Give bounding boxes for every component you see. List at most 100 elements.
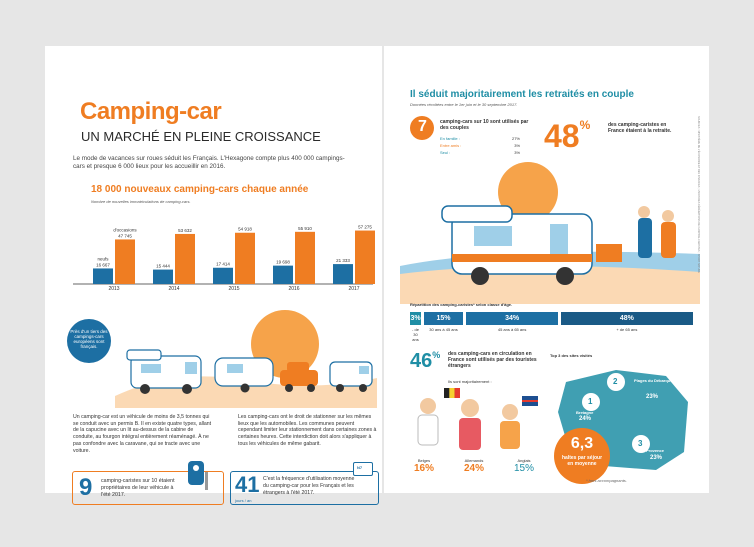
label-neufs: 17 414 [216, 262, 230, 267]
group-row: En famille : 27% [440, 136, 520, 141]
label-occasions: 55 910 [298, 226, 312, 231]
age-bars: 3% - de 30 ans 15% 30 ans à 45 ans 34% 45 ans… [410, 312, 693, 342]
site-rank-3: 3 [638, 439, 643, 448]
footnote: * hors accompagnants. [586, 478, 627, 483]
nation-value: 24% [463, 463, 484, 474]
data-dates: Données récoltées entre le 1er juin et l… [410, 102, 518, 107]
stat-owners-text: camping-caristes sur 10 étaient propriét… [101, 478, 175, 498]
mostly-label: Ils sont majoritairement : [448, 379, 492, 384]
paragraph-parking: Les camping-cars ont le droit de station… [238, 414, 377, 447]
nation-value: 15% [513, 463, 534, 474]
age-label: 30 ans à 45 ans [429, 327, 458, 332]
main-subtitle: UN MARCHÉ EN PLEINE CROISSANCE [81, 129, 321, 144]
label-occasions: 54 918 [238, 227, 252, 232]
group-label: Seul : [440, 150, 451, 155]
nation-anglais: Anglais 15% [504, 458, 544, 474]
site-name-3: Provence [646, 448, 665, 453]
group-label: Entre amis : [440, 143, 462, 148]
group-row: Entre amis : 3% [440, 143, 520, 148]
x-tick-label: 2014 [168, 286, 179, 292]
x-tick-label: 2015 [228, 286, 239, 292]
chart-title: 18 000 nouveaux camping-cars chaque anné… [91, 184, 309, 195]
couple-badge [410, 116, 434, 140]
stat-usage-unit: jours / an [235, 498, 252, 503]
site-name-2: Plages du Débarquement [634, 378, 683, 383]
series-label-neufs: neufs [97, 256, 109, 261]
nation-name: Anglais [517, 458, 531, 463]
right-title: Il séduit majoritairement les retraités … [410, 89, 634, 100]
age-label: 45 ans à 65 ans [497, 327, 527, 332]
label-occasions: 47 745 [118, 233, 132, 238]
couple-text: camping-cars sur 10 sont utilisés par de… [440, 119, 529, 131]
nation-allemands: Allemands 24% [454, 458, 494, 474]
group-row: Seul : 3% [440, 150, 520, 155]
road-sign [353, 462, 373, 476]
europe-badge [67, 319, 111, 363]
nation-name: Allemands [464, 458, 484, 463]
label-neufs: 16 667 [96, 262, 110, 267]
nation-value: 16% [413, 463, 434, 474]
age-label: + de 65 ans [616, 327, 638, 332]
stat-usage-box [230, 471, 379, 505]
chart-note: Nombre de nouvelles immatriculations de … [91, 199, 191, 204]
sites-title: Top 3 des sites visités [550, 353, 593, 358]
foreign-number-unit: % [432, 350, 441, 360]
stat-usage-number: 41 [235, 472, 260, 497]
couple-number: 7 [418, 118, 427, 135]
x-tick-label: 2013 [108, 286, 119, 292]
site-value-3: 23% [650, 455, 663, 461]
tourists-illustration [417, 388, 538, 450]
foreign-number-value: 46 [410, 350, 433, 372]
site-name-1: Bretagne [576, 410, 594, 415]
foreign-text: des camping-cars en circulation en Franc… [448, 351, 537, 369]
group-value: 3% [514, 150, 520, 155]
road-sign-label: N7 [357, 465, 363, 470]
retired-number-unit: % [579, 118, 591, 132]
bar-occasions [355, 230, 375, 284]
age-title: Répartition des camping-caristes* selon … [410, 302, 513, 307]
intro-text: Le mode de vacances sur roues séduit les… [73, 155, 345, 170]
stops-badge [554, 428, 610, 484]
bar-occasions [235, 232, 255, 284]
bar-occasions [115, 239, 135, 284]
motorhome-illustration [400, 162, 700, 304]
foreign-number: 46% [410, 350, 440, 373]
bar-neufs [93, 268, 113, 284]
series-label-occasions: d'occasions [113, 227, 137, 232]
label-neufs: 19 698 [276, 260, 290, 265]
stat-usage-text: C'est la fréquence d'utilisation moyenne… [263, 476, 355, 496]
stat-owners-number: 9 [79, 474, 93, 501]
side-credits: SOURCES : MINISTÈRE DE L'ÉCONOMIE ET DES… [697, 116, 700, 273]
left-page: Camping-car UN MARCHÉ EN PLEINE CROISSAN… [45, 46, 382, 505]
label-neufs: 15 444 [156, 264, 170, 269]
nation-name: Belges [417, 458, 431, 463]
paragraph-vehicle: Un camping-car est un véhicule de moins … [73, 414, 212, 454]
site-rank-1: 1 [588, 397, 593, 406]
age-bar: 48% [561, 312, 693, 325]
x-tick-label: 2017 [348, 286, 359, 292]
age-bar: 15% [424, 312, 463, 325]
bar-chart: 16 667 47 745 2013 neufs d'occasions 15 444 53… [73, 225, 375, 292]
label-occasions: 57 275 [358, 225, 372, 230]
right-page: Il séduit majoritairement les retraités … [384, 46, 709, 493]
retired-number-value: 48 [544, 118, 580, 154]
nation-belges: Belges 16% [404, 458, 444, 474]
retired-text: des camping-caristes en France étaient à… [608, 122, 672, 134]
key-icon [188, 461, 208, 490]
europe-badge-text: Près d'un tiers des campings-cars europé… [70, 329, 108, 349]
label-occasions: 53 632 [178, 228, 192, 233]
age-bar: 3% [410, 312, 421, 325]
group-list: En famille : 27% Entre amis : 3% Seul : 3% [440, 136, 520, 155]
retired-number: 48% [544, 118, 590, 155]
bar-neufs [273, 265, 293, 284]
stat-owners-box [72, 471, 224, 505]
group-label: En famille : [440, 136, 460, 141]
site-rank-2: 2 [613, 377, 618, 386]
bar-neufs [333, 264, 353, 284]
label-neufs: 21 333 [336, 258, 350, 263]
bar-occasions [175, 233, 195, 284]
group-value: 3% [514, 143, 520, 148]
vehicles-illustration [115, 310, 377, 408]
main-title: Camping-car [80, 98, 222, 125]
nations-row: Belges 16% Allemands 24% Anglais 15% [404, 458, 544, 474]
